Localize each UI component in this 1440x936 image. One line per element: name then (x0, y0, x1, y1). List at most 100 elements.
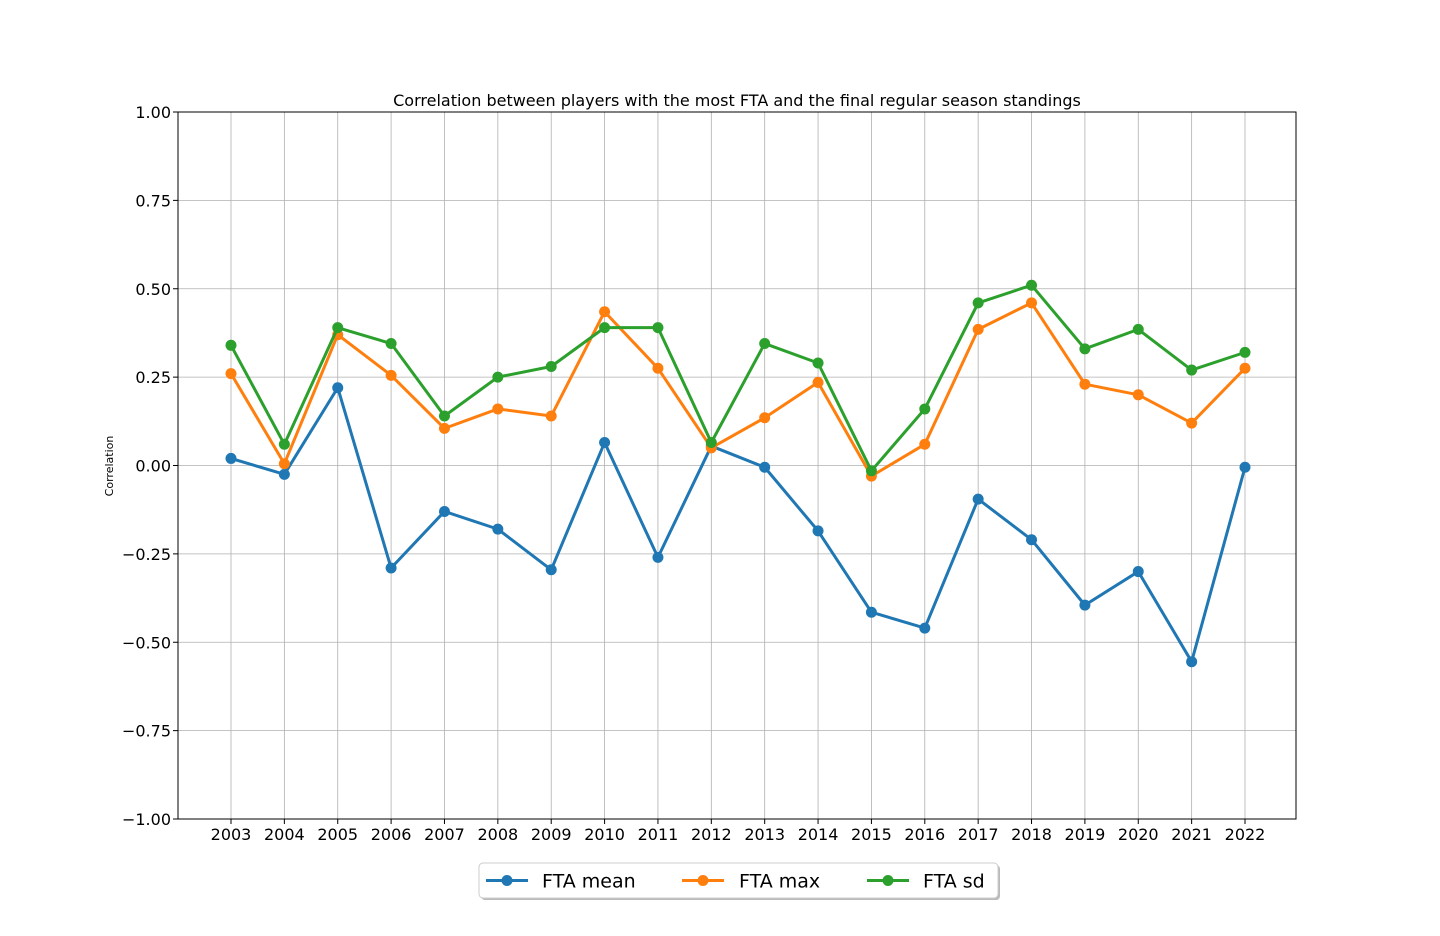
data-point (652, 362, 664, 374)
y-tick-label: 0.00 (135, 457, 171, 476)
legend-marker (697, 875, 709, 886)
legend-label: FTA mean (542, 871, 636, 893)
series-line (230, 386, 1247, 664)
data-point (1079, 599, 1091, 611)
legend: FTA mean FTA max FTA sd (478, 862, 1000, 900)
data-point (599, 306, 611, 318)
x-tick-label: 2008 (477, 825, 518, 844)
x-tick-label: 2022 (1225, 825, 1266, 844)
data-point (332, 322, 344, 334)
data-point (545, 361, 557, 373)
data-point (1239, 461, 1251, 473)
series-line (229, 301, 1247, 478)
x-tick-label: 2003 (211, 825, 252, 844)
data-point (812, 376, 824, 388)
x-tick-label: 2006 (371, 825, 412, 844)
series-fta-mean (225, 382, 1251, 668)
chart-title: Correlation between players with the mos… (393, 91, 1081, 110)
data-point (1186, 656, 1198, 668)
x-tick-label: 2015 (851, 825, 892, 844)
y-tick-label: 0.25 (135, 368, 171, 387)
data-point (545, 564, 557, 576)
data-point (812, 357, 824, 369)
x-tick-label: 2019 (1065, 825, 1106, 844)
y-tick-label: −0.25 (122, 545, 171, 564)
x-tick-label: 2012 (691, 825, 732, 844)
y-tick-label: −0.75 (122, 722, 171, 741)
y-tick-label: −0.50 (122, 633, 171, 652)
ticks: 2003 2004 2005 2006 2007 2008 2009 2010 2011 2012… (122, 103, 1265, 844)
data-point (972, 493, 984, 505)
x-tick-label: 2020 (1118, 825, 1159, 844)
data-point (545, 410, 557, 422)
y-axis-label: Correlation (103, 436, 116, 497)
x-tick-label: 2016 (904, 825, 945, 844)
data-point (652, 551, 664, 563)
legend-box (478, 862, 999, 899)
data-point (1186, 417, 1198, 429)
data-point (705, 437, 717, 449)
data-point (1026, 297, 1038, 309)
data-point (278, 438, 290, 450)
data-point (919, 438, 931, 450)
series-fta-sd (225, 279, 1251, 477)
data-point (1079, 378, 1091, 390)
data-point (1239, 346, 1251, 358)
data-point (1132, 566, 1144, 578)
data-point (492, 523, 504, 535)
data-point (1239, 362, 1251, 374)
data-point (438, 505, 450, 517)
x-tick-label: 2013 (744, 825, 785, 844)
data-point (652, 322, 664, 334)
data-point (759, 412, 771, 424)
x-tick-label: 2005 (317, 825, 358, 844)
data-point (1132, 323, 1144, 335)
data-point (225, 368, 237, 380)
x-tick-label: 2010 (584, 825, 625, 844)
series-layer (225, 279, 1251, 668)
data-point (332, 382, 344, 394)
legend-marker (882, 875, 894, 886)
x-tick-label: 2018 (1011, 825, 1052, 844)
data-point (919, 622, 931, 634)
data-point (972, 323, 984, 335)
series-fta-max (225, 297, 1251, 482)
data-point (225, 339, 237, 351)
data-point (919, 403, 931, 415)
data-point (492, 403, 504, 415)
y-tick-label: 0.50 (135, 280, 171, 299)
data-point (492, 371, 504, 383)
legend-label: FTA max (739, 871, 820, 893)
data-point (1026, 534, 1038, 546)
data-point (278, 458, 290, 470)
x-tick-label: 2009 (531, 825, 572, 844)
x-tick-label: 2011 (638, 825, 679, 844)
legend-label: FTA sd (923, 871, 985, 893)
data-point (599, 437, 611, 449)
data-point (385, 369, 397, 381)
data-point (972, 297, 984, 309)
data-point (1186, 364, 1198, 376)
x-tick-label: 2007 (424, 825, 465, 844)
x-tick-label: 2017 (958, 825, 999, 844)
data-point (1132, 389, 1144, 401)
data-point (1026, 279, 1038, 291)
legend-marker (501, 875, 513, 886)
x-tick-label: 2014 (798, 825, 839, 844)
data-point (385, 562, 397, 574)
y-tick-label: 0.75 (135, 191, 171, 210)
data-point (438, 410, 450, 422)
data-point (1079, 343, 1091, 355)
data-point (225, 452, 237, 464)
x-tick-label: 2021 (1171, 825, 1212, 844)
data-point (759, 461, 771, 473)
data-point (385, 338, 397, 350)
data-point (812, 525, 824, 537)
data-point (759, 338, 771, 350)
data-point (865, 465, 877, 477)
data-point (438, 422, 450, 434)
data-point (278, 468, 290, 480)
x-tick-label: 2004 (264, 825, 305, 844)
y-tick-label: −1.00 (122, 810, 171, 829)
